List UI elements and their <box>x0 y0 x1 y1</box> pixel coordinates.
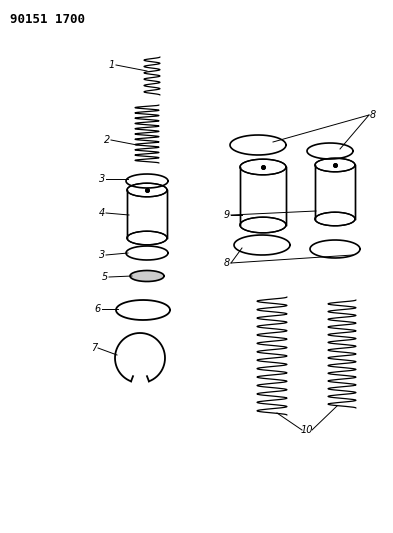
Polygon shape <box>127 190 167 238</box>
Text: 6: 6 <box>95 304 101 314</box>
Text: 2: 2 <box>104 135 110 145</box>
Polygon shape <box>315 165 355 219</box>
Text: 10: 10 <box>301 425 313 435</box>
Text: 1: 1 <box>109 60 115 70</box>
Text: 7: 7 <box>91 343 97 353</box>
Polygon shape <box>240 167 286 225</box>
Text: 5: 5 <box>102 272 108 282</box>
Text: 4: 4 <box>99 208 105 218</box>
Text: 8: 8 <box>370 110 376 120</box>
Text: 9: 9 <box>224 210 230 220</box>
Text: 3: 3 <box>99 250 105 260</box>
Text: 3: 3 <box>99 174 105 184</box>
Text: 90151 1700: 90151 1700 <box>10 13 85 26</box>
Text: 8: 8 <box>224 258 230 268</box>
Polygon shape <box>130 271 164 281</box>
